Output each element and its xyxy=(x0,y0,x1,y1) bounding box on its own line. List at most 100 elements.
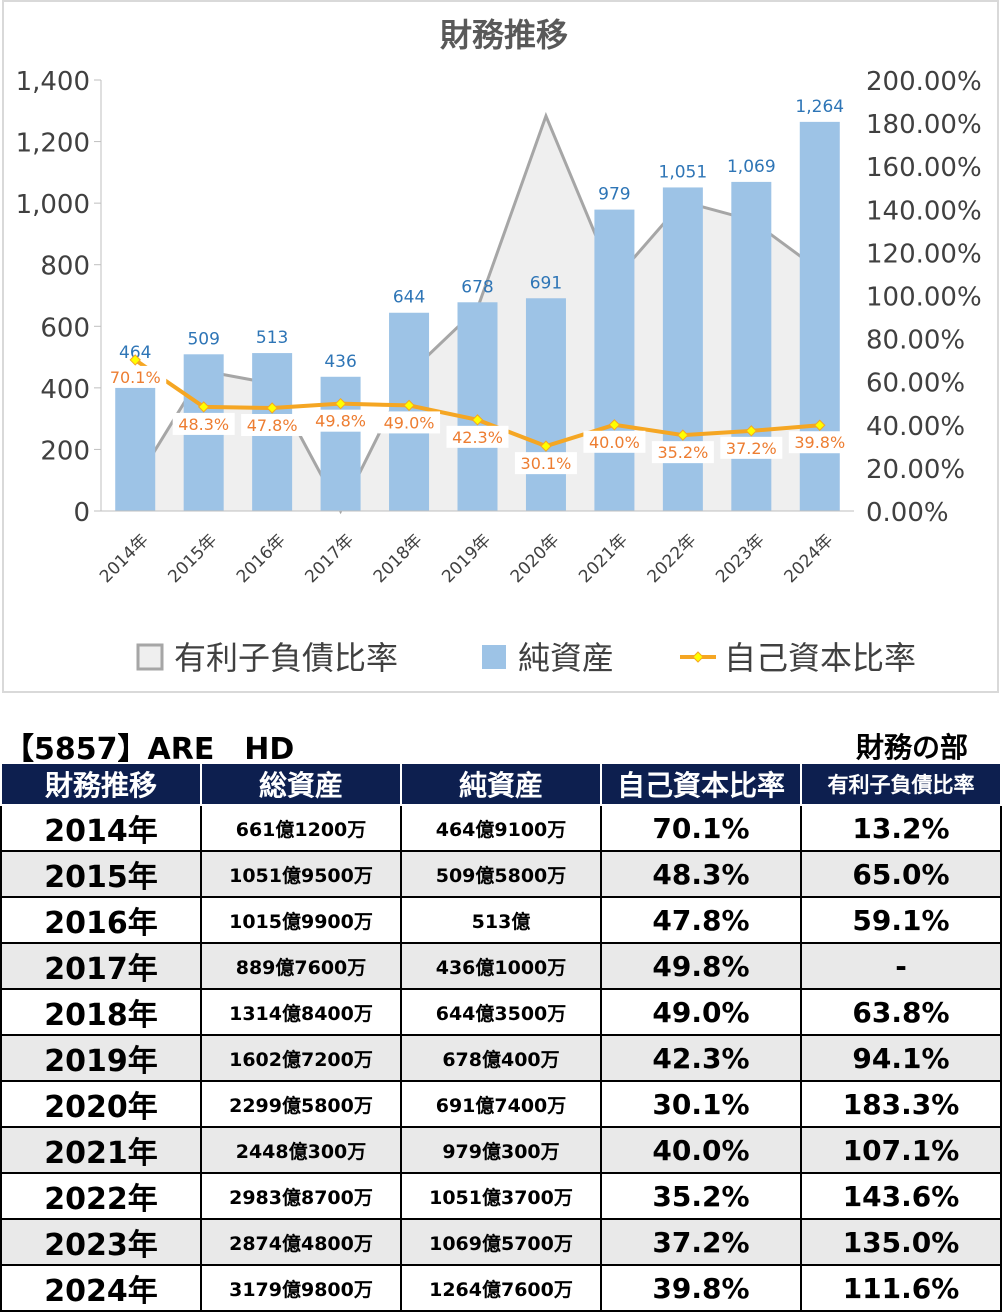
equity-ratio-label: 40.0% xyxy=(589,433,640,452)
right-axis-tick: 60.00% xyxy=(866,369,965,399)
left-axis-tick: 1,200 xyxy=(16,129,90,159)
chart-panel: 財務推移 0 200 400 600 800 1,000 1,200 1,400 0.00% 20.… xyxy=(2,0,999,693)
net-assets-bar xyxy=(594,209,635,512)
header-cell: 有利子負債比率 xyxy=(800,762,1002,806)
table-row: 2017年 889億7600万 436億1000万 49.8% - xyxy=(0,942,1002,990)
table-cell: 183.3% xyxy=(800,1080,1002,1128)
legend-swatch-debt-ratio xyxy=(136,643,164,671)
equity-ratio-point xyxy=(814,419,826,431)
equity-ratio-label: 47.8% xyxy=(247,416,298,435)
legend-swatch-net-assets xyxy=(482,645,506,669)
table-cell: 2023年 xyxy=(0,1218,202,1266)
table-cell: 37.2% xyxy=(600,1218,802,1266)
table-cell: 2021年 xyxy=(0,1126,202,1174)
table-cell: 13.2% xyxy=(800,804,1002,852)
table-cell: 135.0% xyxy=(800,1218,1002,1266)
table-cell: 30.1% xyxy=(600,1080,802,1128)
table-row: 2022年 2983億8700万 1051億3700万 35.2% 143.6% xyxy=(0,1172,1002,1220)
table-cell: 644億3500万 xyxy=(400,988,602,1036)
table-cell: 48.3% xyxy=(600,850,802,898)
legend-label-debt-ratio: 有利子負債比率 xyxy=(174,639,398,677)
right-axis-tick: 20.00% xyxy=(866,455,965,485)
table-cell: 47.8% xyxy=(600,896,802,944)
left-axis-tick: 800 xyxy=(40,252,90,282)
equity-label-bg xyxy=(241,413,304,436)
table-cell: 65.0% xyxy=(800,850,1002,898)
x-axis-tick: 2014年 xyxy=(96,530,153,587)
bar-value-label: 691 xyxy=(530,273,562,293)
bar-value-label: 1,069 xyxy=(727,157,776,177)
table-cell: 2016年 xyxy=(0,896,202,944)
section-label: 財務の部 xyxy=(855,731,968,764)
right-axis-tick: 120.00% xyxy=(866,239,982,269)
net-assets-bar xyxy=(731,181,772,512)
bar-value-label: 513 xyxy=(256,328,288,348)
bar-value-label: 1,051 xyxy=(659,162,708,182)
table-cell: 2014年 xyxy=(0,804,202,852)
table-cell: 40.0% xyxy=(600,1126,802,1174)
equity-ratio-label: 37.2% xyxy=(726,439,777,458)
table-cell: 1314億8400万 xyxy=(200,988,402,1036)
table-cell: 1051億3700万 xyxy=(400,1172,602,1220)
table-row: 2014年 661億1200万 464億9100万 70.1% 13.2% xyxy=(0,804,1002,852)
table-cell: 2983億8700万 xyxy=(200,1172,402,1220)
table-cell: 513億 xyxy=(400,896,602,944)
equity-ratio-point xyxy=(471,414,484,426)
bar-value-label: 436 xyxy=(324,352,356,372)
table-cell: 2024年 xyxy=(0,1264,202,1312)
equity-ratio-point xyxy=(608,419,621,431)
header-cell: 財務推移 xyxy=(0,762,202,806)
table-cell: 111.6% xyxy=(800,1264,1002,1312)
x-axis-tick: 2019年 xyxy=(438,530,495,587)
table-row: 2016年 1015億9900万 513億 47.8% 59.1% xyxy=(0,896,1002,944)
left-axis-tick: 0 xyxy=(73,498,90,528)
table-row: 2018年 1314億8400万 644億3500万 49.0% 63.8% xyxy=(0,988,1002,1036)
bar-value-label: 678 xyxy=(461,277,493,297)
table-cell: 143.6% xyxy=(800,1172,1002,1220)
header-cell: 純資産 xyxy=(400,762,602,806)
table-row: 2015年 1051億9500万 509億5800万 48.3% 65.0% xyxy=(0,850,1002,898)
right-axis-tick: 160.00% xyxy=(866,153,982,183)
x-axis-tick: 2024年 xyxy=(781,530,838,587)
equity-ratio-label: 48.3% xyxy=(178,415,229,434)
table-cell: 39.8% xyxy=(600,1264,802,1312)
equity-ratio-point xyxy=(403,399,415,412)
equity-ratio-label: 49.0% xyxy=(384,413,435,432)
table-row: 2020年 2299億5800万 691億7400万 30.1% 183.3% xyxy=(0,1080,1002,1128)
table-cell: 49.8% xyxy=(600,942,802,990)
x-axis-tick: 2020年 xyxy=(507,530,564,587)
equity-label-bg xyxy=(446,425,509,448)
table-cell: 1264億7600万 xyxy=(400,1264,602,1312)
equity-ratio-label: 70.1% xyxy=(110,368,161,387)
table-cell: 1015億9900万 xyxy=(200,896,402,944)
table-cell: 63.8% xyxy=(800,988,1002,1036)
equity-ratio-point xyxy=(266,402,278,414)
table-cell: 2448億300万 xyxy=(200,1126,402,1174)
equity-label-bg xyxy=(104,365,167,388)
equity-ratio-label: 30.1% xyxy=(521,454,572,473)
equity-label-bg xyxy=(378,411,441,434)
right-axis-tick: 100.00% xyxy=(866,283,982,313)
finance-chart: 財務推移 0 200 400 600 800 1,000 1,200 1,400 0.00% 20.… xyxy=(16,16,982,677)
bar-value-label: 1,264 xyxy=(795,97,844,117)
equity-label-bg xyxy=(788,431,851,454)
bar-value-label: 644 xyxy=(393,288,425,308)
right-axis-tick: 80.00% xyxy=(866,326,965,356)
equity-ratio-point xyxy=(334,397,347,410)
table-row: 2021年 2448億300万 979億300万 40.0% 107.1% xyxy=(0,1126,1002,1174)
equity-label-bg xyxy=(651,441,714,464)
bar-value-label: 464 xyxy=(119,343,151,363)
table-cell: 1069億5700万 xyxy=(400,1218,602,1266)
equity-label-bg xyxy=(583,430,646,453)
table-cell: 2017年 xyxy=(0,942,202,990)
header-cell: 自己資本比率 xyxy=(600,762,802,806)
x-axis-tick: 2023年 xyxy=(712,530,769,587)
table-cell: 70.1% xyxy=(600,804,802,852)
table-cell: - xyxy=(800,942,1002,990)
equity-ratio-label: 39.8% xyxy=(794,433,845,452)
equity-label-bg xyxy=(309,409,372,432)
equity-label-bg xyxy=(172,412,235,435)
table-cell: 107.1% xyxy=(800,1126,1002,1174)
left-axis-tick: 1,400 xyxy=(16,67,90,97)
equity-label-bg xyxy=(720,436,783,459)
